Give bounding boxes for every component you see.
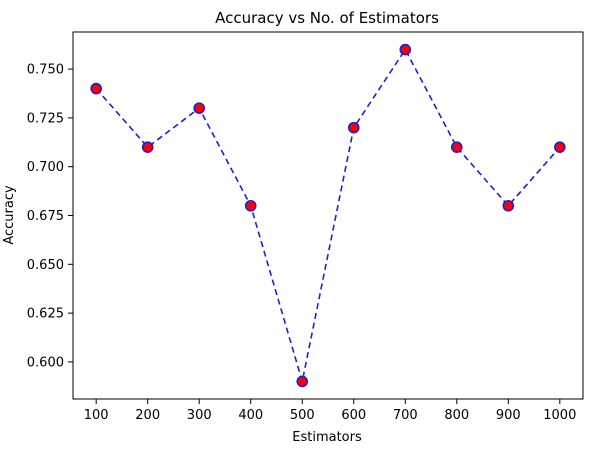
x-tick-label: 1000: [543, 408, 576, 423]
y-tick-label: 0.700: [27, 160, 64, 175]
y-tick-label: 0.725: [27, 111, 64, 126]
data-point-400: [244, 199, 257, 212]
x-tick-label: 700: [393, 408, 418, 423]
data-point-600: [347, 121, 360, 134]
series-line: [95, 48, 561, 382]
data-point-700: [399, 43, 412, 56]
y-tick-label: 0.625: [27, 307, 64, 322]
y-tick-label: 0.600: [27, 355, 64, 370]
y-tick-label: 0.650: [27, 258, 64, 273]
x-tick-label: 500: [290, 408, 315, 423]
plot-area-frame: [72, 31, 584, 400]
x-tick-label: 400: [238, 408, 263, 423]
x-axis-label: Estimators: [292, 430, 362, 445]
data-point-800: [450, 141, 463, 153]
data-point-100: [90, 82, 102, 95]
y-axis: 0.600 0.625 0.650 0.675 0.700 0.725 0.750: [27, 63, 73, 370]
x-tick-label: 300: [187, 408, 212, 423]
data-point-500: [296, 375, 309, 388]
x-axis: 100 200 300 400 500 600 700 800 900 1000: [84, 399, 576, 423]
x-tick-label: 900: [496, 408, 521, 423]
data-point-300: [193, 102, 206, 114]
y-tick-label: 0.675: [27, 209, 64, 224]
chart-title: Accuracy vs No. of Estimators: [215, 9, 439, 27]
data-point-900: [502, 199, 515, 212]
x-tick-label: 800: [444, 408, 469, 423]
x-tick-label: 200: [135, 408, 160, 423]
series-markers: [90, 43, 566, 388]
x-tick-label: 600: [341, 408, 366, 423]
data-point-1000: [554, 141, 566, 153]
y-axis-label: Accuracy: [2, 185, 17, 245]
y-tick-label: 0.750: [27, 63, 64, 78]
x-tick-label: 100: [84, 408, 109, 423]
data-point-200: [141, 141, 154, 153]
